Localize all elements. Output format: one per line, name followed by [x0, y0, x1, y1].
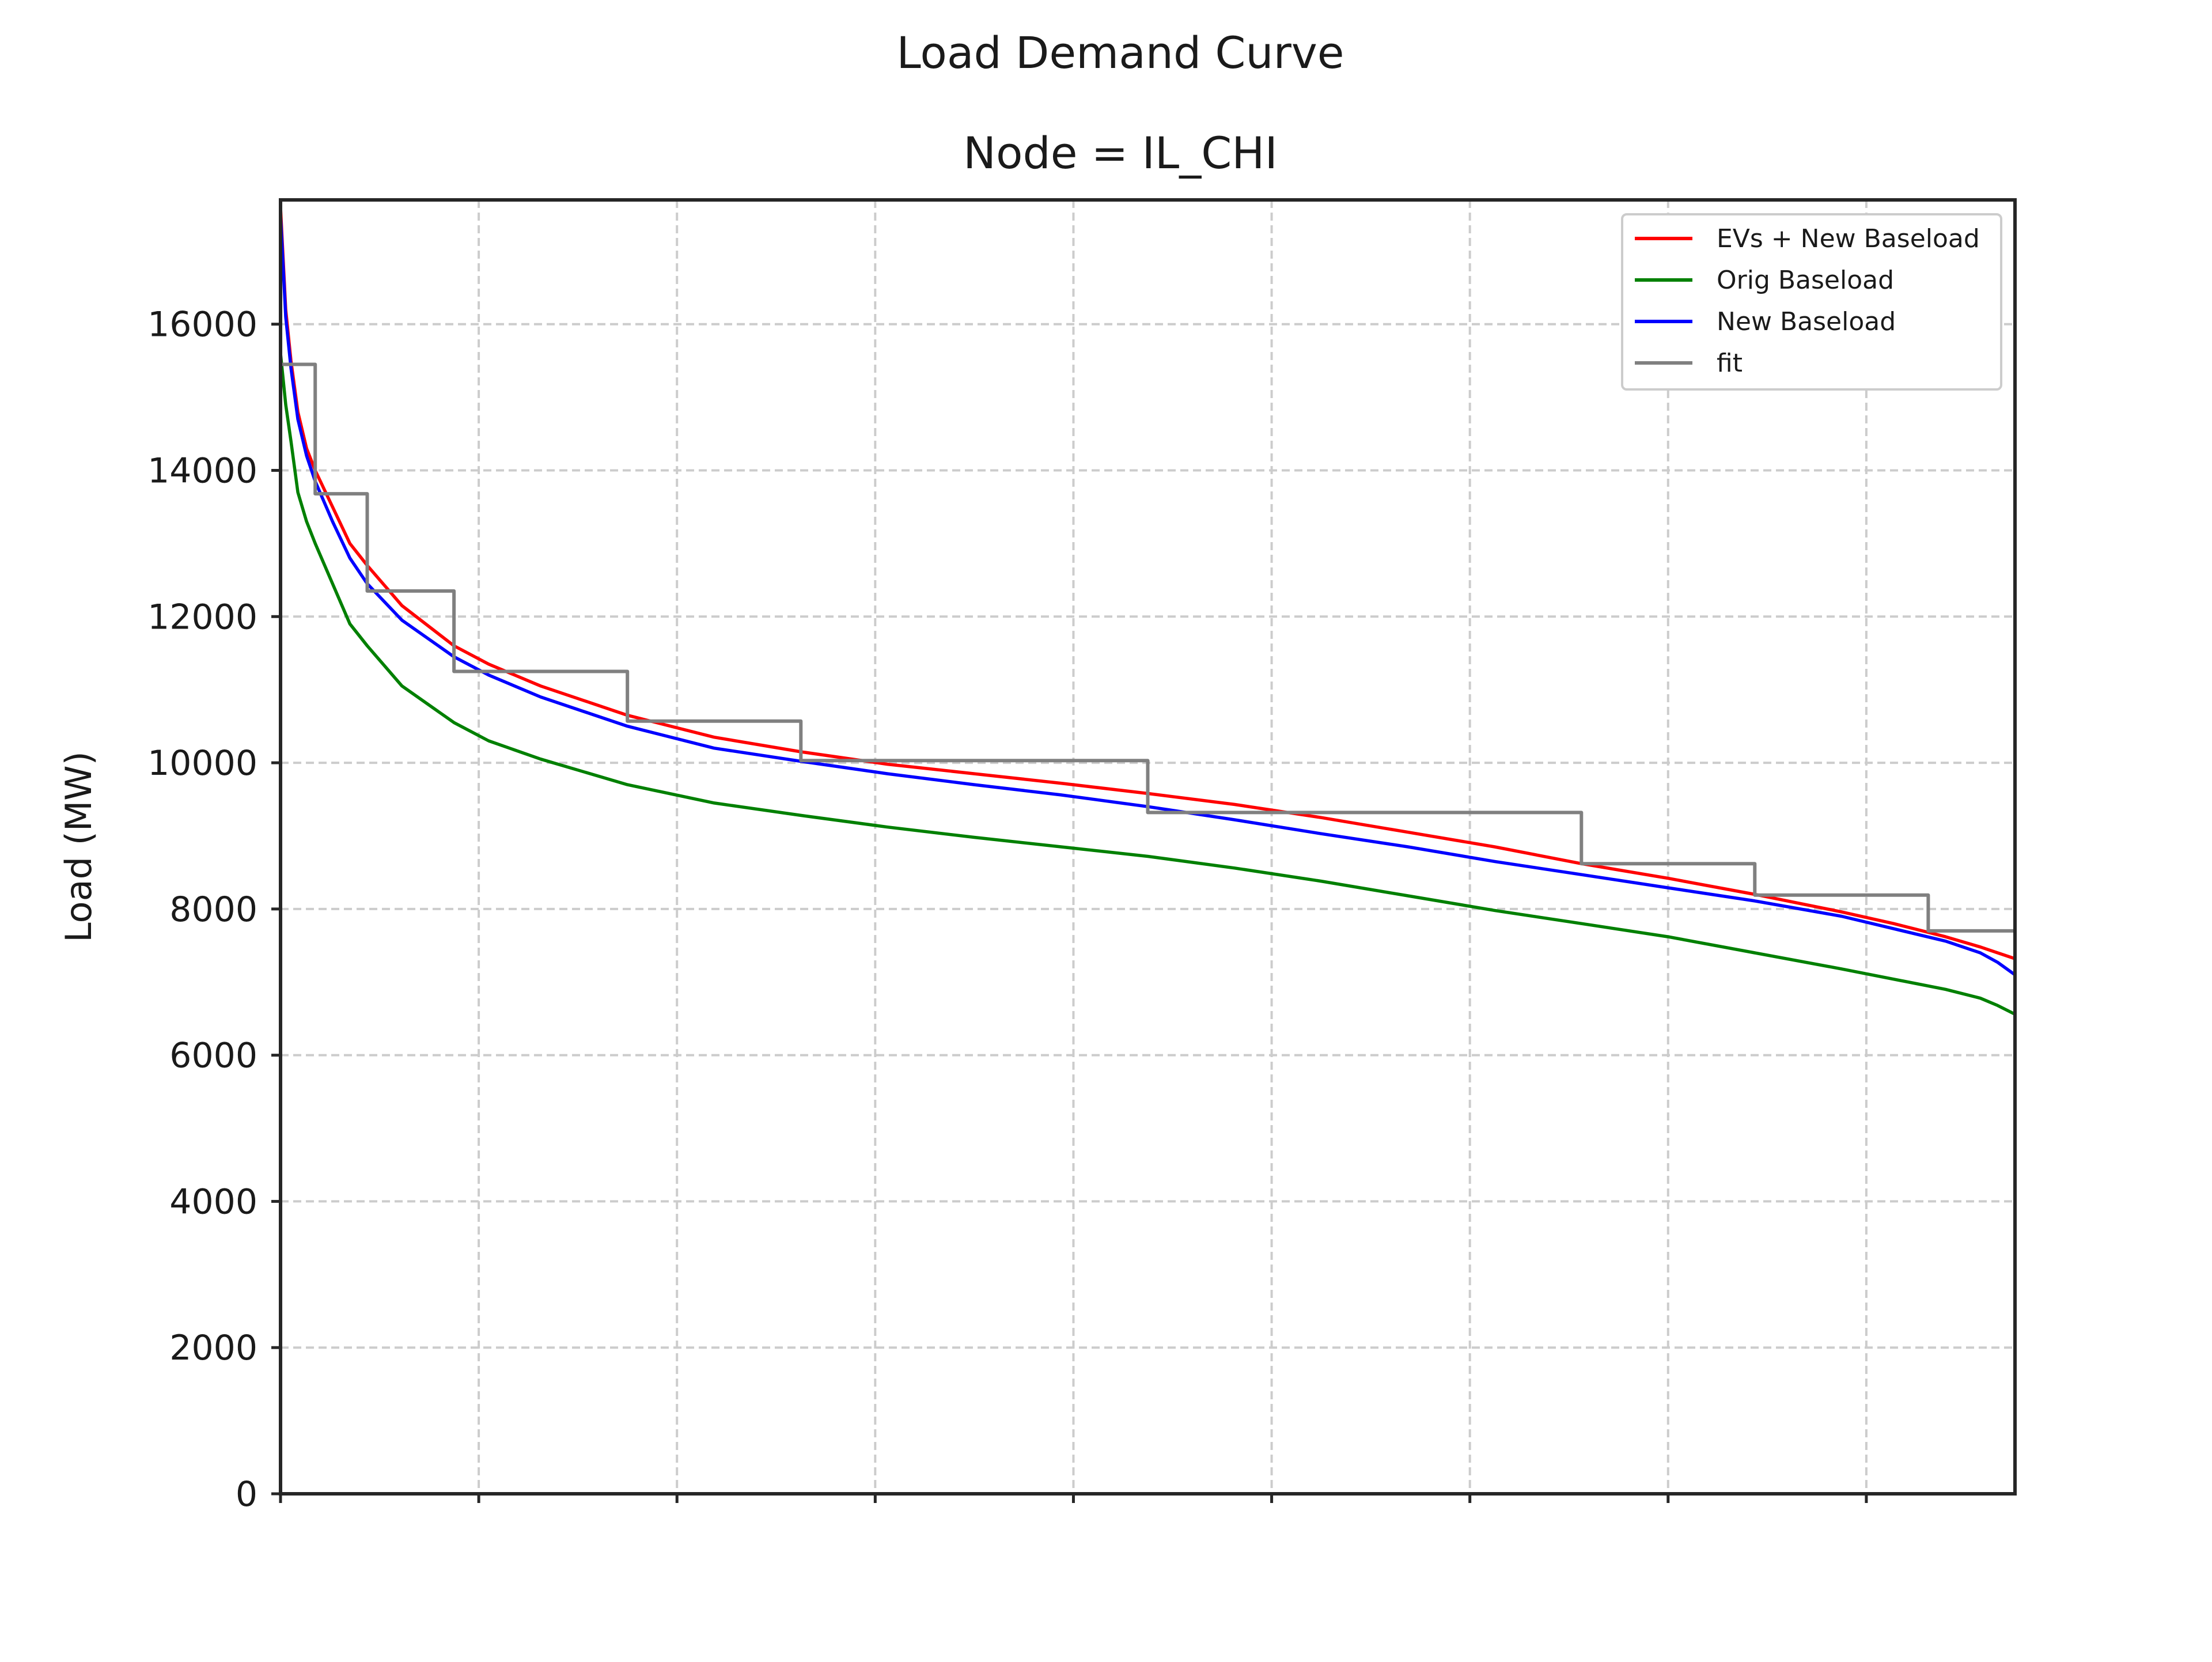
legend-label: Orig Baseload: [1717, 266, 1894, 295]
y-axis-label: Load (MW): [58, 751, 100, 942]
y-tick-label: 4000: [169, 1182, 257, 1222]
y-tick-label: 14000: [147, 451, 257, 491]
y-axis: 0 2000 4000 6000 8000 10000 12000 14000 16000: [147, 305, 281, 1515]
y-tick-label: 10000: [147, 743, 257, 783]
legend-label: New Baseload: [1717, 307, 1896, 336]
chart-suptitle: Load Demand Curve: [896, 27, 1344, 78]
y-tick-label: 8000: [169, 889, 257, 930]
y-tick-label: 0: [236, 1474, 257, 1515]
chart-title: Node = IL_CHI: [963, 127, 1278, 179]
y-tick-label: 2000: [169, 1328, 257, 1368]
x-axis: [279, 1494, 1868, 1503]
legend: EVs + New Baseload Orig Baseload New Basel…: [1621, 213, 2002, 391]
y-tick-label: 6000: [169, 1036, 257, 1076]
legend-box: [1621, 213, 2002, 391]
grid-lines: [281, 200, 2015, 1495]
series-line-1: [279, 353, 2016, 1016]
plot-frame: [279, 198, 2017, 1496]
series-line-3: [281, 362, 2015, 933]
series-line-0: [279, 207, 2016, 960]
legend-label: fit: [1717, 349, 1743, 378]
y-tick-label: 16000: [147, 305, 257, 345]
y-tick-label: 12000: [147, 597, 257, 637]
series-lines: [279, 207, 2016, 1016]
legend-label: EVs + New Baseload: [1717, 224, 1980, 253]
